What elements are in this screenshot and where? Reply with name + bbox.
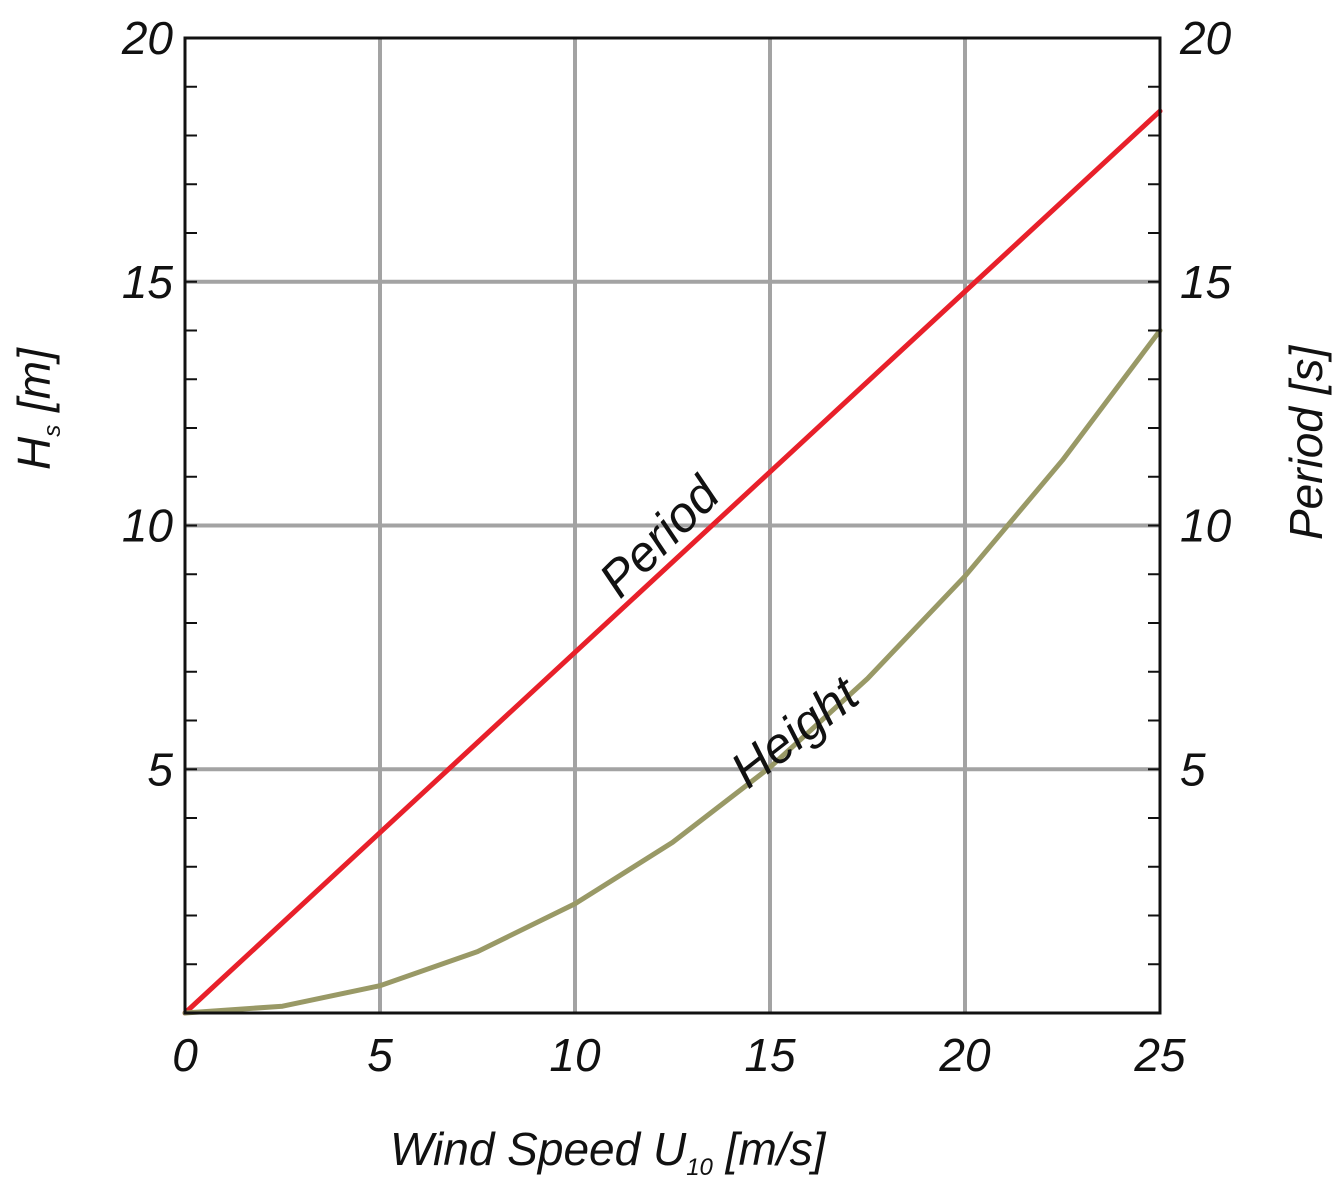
y-left-tick-label-15: 15 — [122, 256, 174, 308]
x-axis-title: Wind Speed U10 [m/s] — [390, 1123, 827, 1181]
y-right-axis-title: Period [s] — [1280, 344, 1332, 540]
y-left-axis-title: Hs [m] — [8, 347, 66, 470]
x-tick-label-10: 10 — [549, 1029, 601, 1081]
y-left-tick-label-5: 5 — [147, 743, 173, 795]
x-tick-label-0: 0 — [172, 1029, 198, 1081]
x-tick-label-20: 20 — [938, 1029, 991, 1081]
x-tick-label-15: 15 — [744, 1029, 796, 1081]
x-tick-label-5: 5 — [367, 1029, 393, 1081]
curve-label-height: Height — [720, 664, 870, 798]
y-right-tick-label-15: 15 — [1180, 256, 1232, 308]
series-lines — [182, 108, 1163, 1016]
grid-lines — [185, 38, 1160, 1013]
y-right-tick-label-5: 5 — [1180, 743, 1206, 795]
x-tick-label-25: 25 — [1133, 1029, 1186, 1081]
curve-label-period: Period — [588, 464, 731, 607]
series-line-period — [182, 108, 1163, 1016]
y-right-tick-label-10: 10 — [1180, 500, 1232, 552]
tick-labels: 0 5 10 15 20 25 5 10 15 20 5 10 15 20 — [121, 12, 1232, 1081]
axis-ticks — [185, 85, 1160, 966]
y-left-tick-label-20: 20 — [121, 12, 174, 64]
y-right-tick-label-20: 20 — [1179, 12, 1232, 64]
series-line-height — [182, 328, 1163, 1016]
y-left-tick-label-10: 10 — [122, 500, 174, 552]
